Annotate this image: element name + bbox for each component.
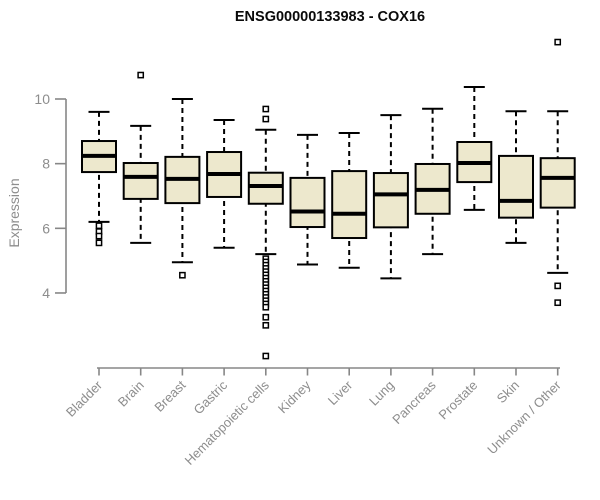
iqr-box <box>539 157 576 209</box>
iqr-box <box>289 176 326 229</box>
x-tick-label: Brain <box>115 378 147 410</box>
iqr-box <box>122 162 159 200</box>
iqr-box <box>247 171 284 205</box>
outlier-point <box>262 105 270 113</box>
boxplot-pancreas <box>414 107 451 256</box>
x-tick-label: Prostate <box>436 378 481 423</box>
x-tick-label: Pancreas <box>389 377 439 427</box>
boxplot-brain <box>122 71 159 244</box>
iqr-box <box>331 170 368 240</box>
y-tick-label: 4 <box>42 285 50 301</box>
boxplot-lung <box>372 114 409 280</box>
x-tick-label: Skin <box>494 378 522 406</box>
outlier-point <box>262 303 270 311</box>
y-tick-label: 10 <box>34 91 50 107</box>
outlier-point <box>137 71 145 79</box>
boxplot-prostate <box>456 86 493 211</box>
x-tick-label: Breast <box>151 377 188 414</box>
boxplot-liver <box>331 131 368 269</box>
boxplot-bladder <box>81 110 117 247</box>
boxplot-breast <box>164 98 201 279</box>
iqr-box <box>498 154 534 219</box>
x-tick-label: Lung <box>366 378 397 409</box>
outlier-point <box>262 115 270 123</box>
x-tick-label: Kidney <box>275 377 314 416</box>
y-tick-label: 6 <box>42 220 50 236</box>
outlier-point <box>179 271 186 279</box>
outlier-point <box>554 282 562 290</box>
x-tick-label: Bladder <box>63 377 106 420</box>
x-tick-label: Liver <box>325 377 356 408</box>
y-tick-label: 8 <box>42 156 50 172</box>
outlier-point <box>262 352 270 360</box>
x-tick-label: Unknown / Other <box>484 377 564 457</box>
boxplot-skin <box>498 110 534 244</box>
y-axis: 4 6 8 10 <box>34 91 67 301</box>
boxplot-hematopoietic-cells <box>247 105 284 360</box>
outlier-point <box>262 313 270 321</box>
outlier-point <box>95 232 103 240</box>
iqr-box <box>372 172 409 229</box>
boxplot-kidney <box>289 133 326 266</box>
outlier-point <box>95 239 103 247</box>
chart-title: ENSG00000133983 - COX16 <box>234 9 426 25</box>
x-tick-label: Gastric <box>191 377 231 417</box>
boxplot-gastric <box>206 119 243 249</box>
outlier-point <box>554 299 562 307</box>
outlier-point <box>95 222 103 230</box>
outlier-point <box>262 321 270 329</box>
boxplot-unknown-other <box>539 38 576 307</box>
outlier-point <box>554 38 562 46</box>
